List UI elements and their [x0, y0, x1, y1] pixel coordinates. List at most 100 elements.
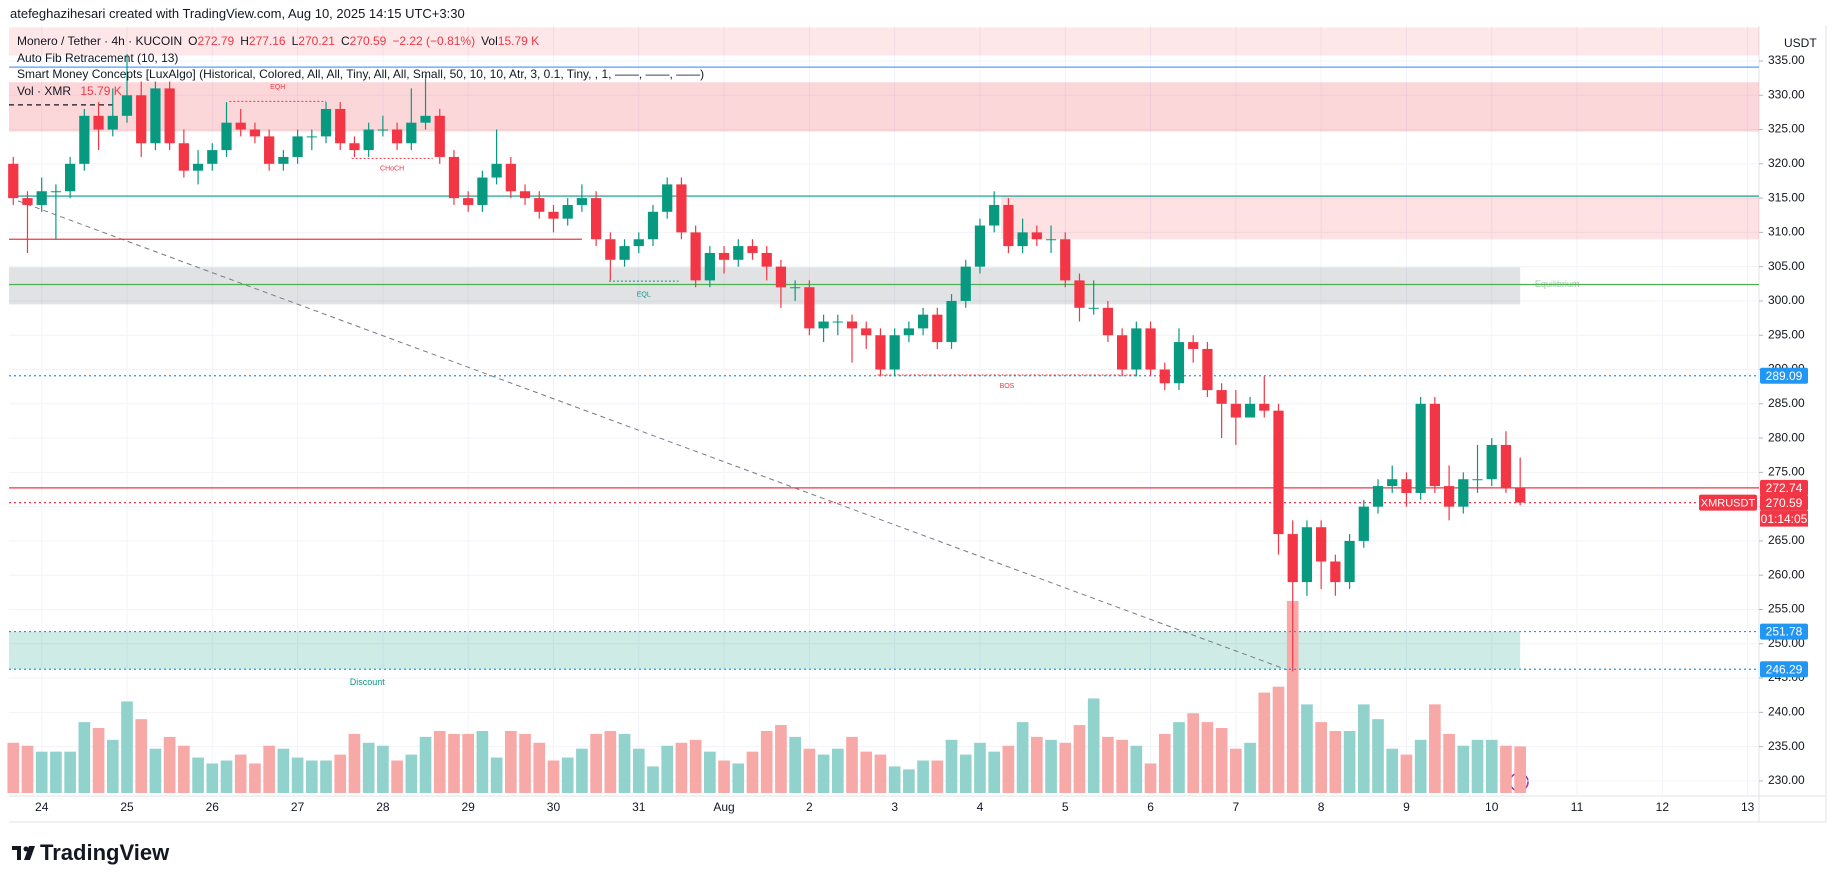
structure-label: EQH: [270, 84, 285, 91]
candle-body: [1060, 239, 1071, 281]
x-tick-label: 30: [547, 800, 561, 814]
volume-bar: [618, 733, 631, 793]
candle-body: [633, 239, 644, 247]
candle-body: [1003, 204, 1014, 247]
zone-label: Equilibrium: [1535, 279, 1580, 289]
volume-bar: [1514, 746, 1526, 793]
volume-bar: [945, 739, 958, 793]
candle-body: [519, 191, 531, 199]
volume-bar: [234, 754, 247, 793]
volume-bar: [1215, 728, 1228, 793]
structure-label: BOS: [1000, 383, 1015, 390]
volume-bar: [476, 730, 489, 793]
volume-bar: [917, 760, 929, 793]
candle-body: [505, 163, 516, 192]
candle-body: [761, 252, 772, 267]
volume-key: Vol: [481, 34, 498, 48]
y-tick-label: 255.00: [1768, 602, 1805, 616]
volume-bar: [632, 748, 645, 793]
zone: [9, 267, 1521, 305]
candle-body: [1145, 328, 1156, 370]
volume-bar: [220, 760, 233, 793]
volume-bar: [1244, 742, 1256, 793]
volume-bar: [959, 754, 972, 793]
price-label: 272.74: [1766, 481, 1803, 495]
y-tick-label: 280.00: [1768, 430, 1805, 444]
ohlc-key: O: [188, 34, 198, 48]
volume-bar: [931, 760, 944, 793]
change: −2.22 (−0.81%): [392, 34, 476, 48]
volume-bar: [1386, 748, 1399, 793]
candle-body: [1244, 403, 1256, 418]
volume-bar: [1045, 739, 1057, 793]
candle-body: [576, 198, 588, 205]
candle-body: [292, 136, 303, 157]
candle-body: [676, 184, 687, 233]
volume-bar: [1372, 719, 1384, 793]
volume-bar: [263, 745, 275, 793]
volume-bar: [405, 754, 418, 793]
candle-body: [619, 246, 630, 260]
volume-bar: [732, 763, 745, 793]
candle-body: [1117, 335, 1128, 370]
x-tick-label: 31: [632, 800, 646, 814]
y-tick-label: 275.00: [1768, 465, 1805, 479]
volume-bar: [817, 754, 830, 793]
candle-body: [1330, 561, 1341, 583]
logo: TradingView: [40, 840, 170, 865]
volume-bar: [675, 742, 688, 793]
candle-body: [846, 321, 858, 329]
candle-body: [1088, 307, 1099, 309]
x-tick-label: 13: [1741, 800, 1755, 814]
volume-bar: [462, 733, 475, 793]
price-label: 251.78: [1766, 625, 1803, 639]
x-tick-label: 10: [1485, 800, 1499, 814]
candle-body: [448, 156, 460, 199]
volume-value: 15.79 K: [497, 34, 540, 48]
volume-bar: [21, 745, 34, 793]
candle-body: [320, 108, 332, 137]
volume-bar: [604, 730, 617, 793]
x-tick-label: 29: [461, 800, 475, 814]
volume-bar: [64, 751, 76, 793]
y-tick-label: 305.00: [1768, 259, 1805, 273]
candles: [8, 54, 1526, 672]
symbol-legend: Monero / Tether · 4h · KUCOIN O272.79 H277…: [17, 33, 704, 50]
candle-body: [1429, 403, 1440, 487]
price-label: 246.29: [1766, 662, 1803, 676]
annotations: EQH CHoCH EQL BOS: [229, 84, 1137, 390]
logo-icon: [12, 846, 35, 860]
volume-bar: [206, 763, 219, 793]
volume-bar: [1116, 739, 1128, 793]
candle-body: [875, 335, 886, 370]
x-tick-label: 26: [206, 800, 220, 814]
x-tick-label: 9: [1403, 800, 1410, 814]
symbol: Monero / Tether · 4h · KUCOIN: [17, 34, 183, 48]
x-tick-label: 28: [376, 800, 390, 814]
ohlc-value: 270.21: [298, 34, 335, 48]
volume-bar: [433, 730, 446, 793]
x-tick-label: 5: [1062, 800, 1069, 814]
candle-body: [932, 314, 943, 343]
structure-label: CHoCH: [380, 165, 404, 172]
candle-body: [1202, 348, 1213, 391]
volume-bar: [1400, 754, 1413, 793]
volume-bar: [1158, 733, 1171, 793]
volume-bar: [163, 736, 176, 793]
y-tick-label: 310.00: [1768, 225, 1805, 239]
volume-bar: [647, 766, 659, 793]
candle-body: [974, 225, 986, 267]
zone: [1001, 196, 1759, 240]
candle-body: [903, 328, 914, 336]
volume-bar: [106, 739, 119, 793]
volume-bar: [149, 748, 162, 793]
candle-body: [363, 129, 374, 151]
volume-bar: [831, 748, 844, 793]
candle-body: [1301, 527, 1313, 583]
zones: Equilibrium Discount: [9, 27, 1759, 687]
candle-body: [861, 328, 872, 336]
legend: Monero / Tether · 4h · KUCOIN O272.79 H277…: [17, 33, 704, 99]
volume-bar: [1485, 739, 1498, 793]
volume-bar: [1173, 722, 1185, 793]
candle-body: [1515, 487, 1526, 503]
